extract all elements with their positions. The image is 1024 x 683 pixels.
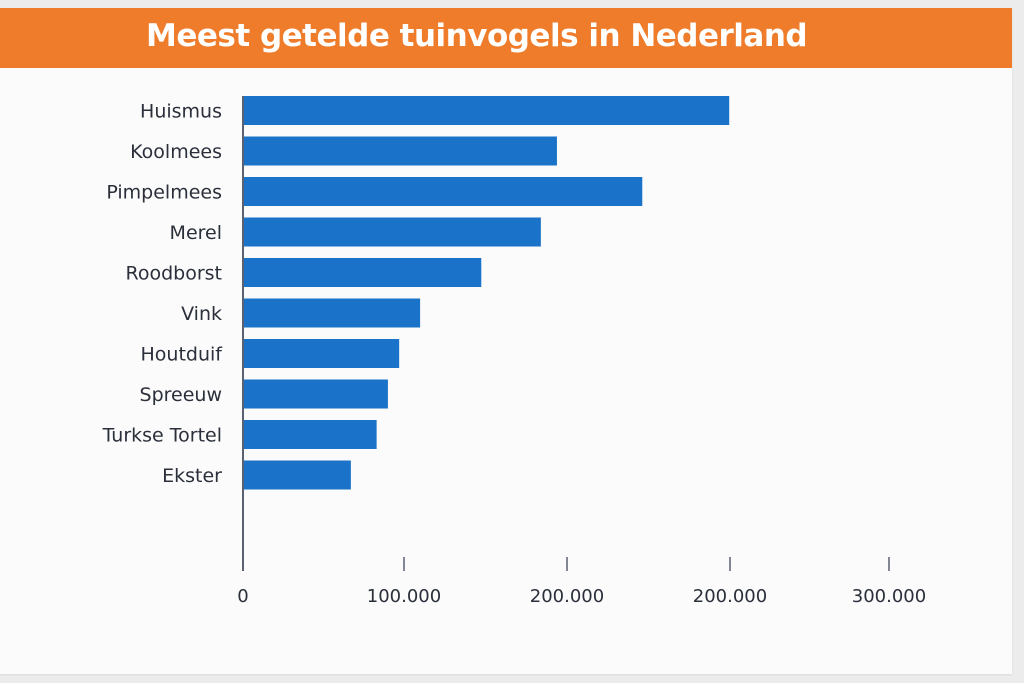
category-label: Spreeuw: [140, 384, 222, 406]
bar-turkse-tortel: [243, 420, 377, 449]
x-tick-label: 100.000: [367, 586, 441, 607]
x-tick-label: 200.000: [693, 586, 767, 607]
chart-title: Meest getelde tuinvogels in Nederland: [146, 18, 808, 54]
category-label: Merel: [170, 222, 222, 244]
bar-roodborst: [243, 258, 482, 287]
bar-houtduif: [243, 339, 400, 368]
bar-merel: [243, 217, 541, 247]
bar-spreeuw: [243, 379, 388, 409]
bar-koolmees: [243, 136, 557, 166]
bar-ekster: [243, 460, 351, 490]
title-banner: Meest getelde tuinvogels in Nederland: [0, 8, 1012, 68]
x-tick-label: 200.000: [530, 586, 604, 607]
category-label: Houtduif: [141, 344, 224, 366]
category-label: Vink: [181, 303, 222, 325]
x-tick-label: 0: [237, 586, 248, 607]
category-label: Ekster: [162, 465, 222, 487]
category-label: Pimpelmees: [106, 182, 222, 204]
category-label: Koolmees: [130, 141, 222, 163]
category-label: Huismus: [140, 101, 222, 123]
bar-vink: [243, 298, 421, 328]
category-label: Turkse Tortel: [102, 425, 222, 447]
bar-pimpelmees: [243, 177, 643, 206]
category-label: Roodborst: [125, 263, 222, 285]
bar-huismus: [243, 96, 730, 125]
x-tick-label: 300.000: [852, 586, 926, 607]
